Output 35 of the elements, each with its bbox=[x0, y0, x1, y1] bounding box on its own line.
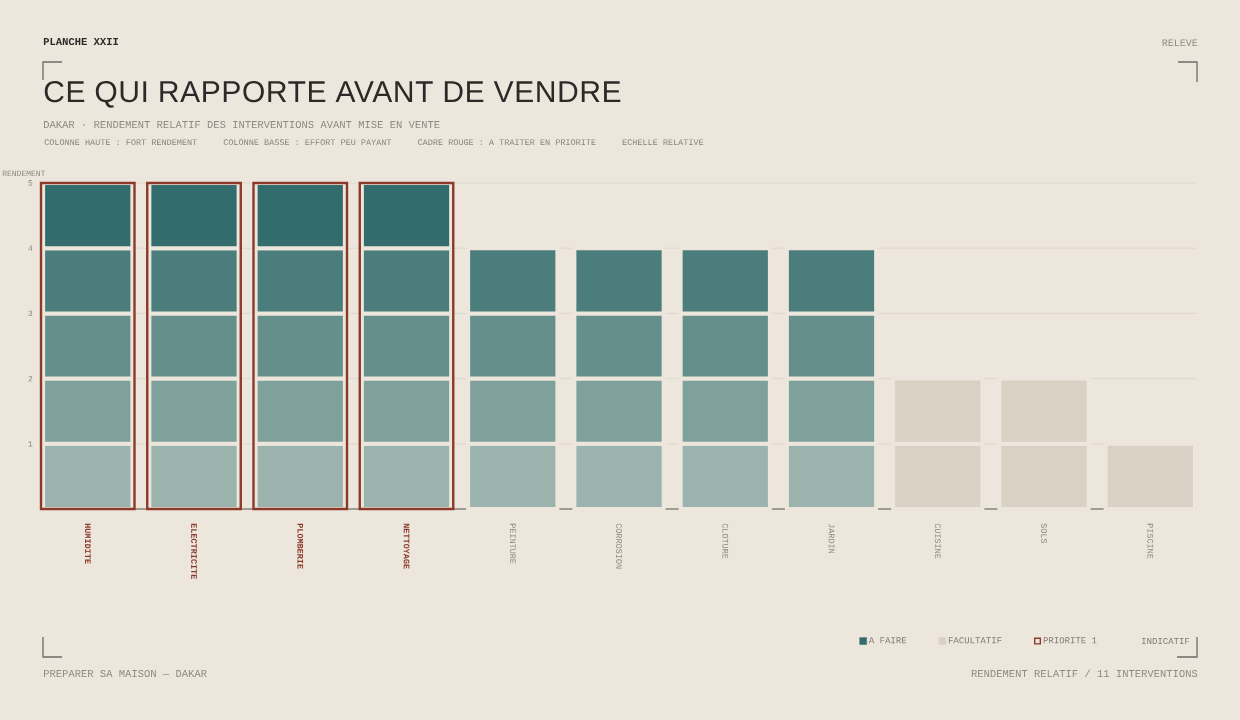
x-tick-label: HUMIDITE bbox=[84, 523, 91, 564]
legend-label: PRIORITE 1 bbox=[1043, 637, 1097, 644]
text: RENDEMENT RELATIF / 11 INTERVENTIONS bbox=[971, 669, 1198, 678]
text: CADRE ROUGE : A TRAITER EN PRIORITE bbox=[418, 139, 596, 146]
y-tick-label: 2 bbox=[28, 375, 33, 382]
x-tick-label: PLOMBERIE bbox=[297, 523, 304, 569]
legend-label: FACULTATIF bbox=[948, 637, 1002, 644]
text: INDICATIF bbox=[1142, 637, 1190, 645]
x-tick-label: PISCINE bbox=[1147, 523, 1154, 559]
y-tick-label: 3 bbox=[28, 310, 33, 317]
y-tick-label: 4 bbox=[28, 245, 33, 251]
y-axis-title: RENDEMENT bbox=[2, 170, 46, 176]
x-tick-label: NETTOYAGE bbox=[403, 523, 410, 569]
text: COLONNE HAUTE : FORT RENDEMENT bbox=[44, 139, 197, 146]
x-tick-label: SOLS bbox=[1041, 523, 1047, 544]
x-tick-label: CLOTURE bbox=[722, 523, 729, 559]
text: COLONNE BASSE : EFFORT PEU PAYANT bbox=[223, 139, 392, 146]
x-tick-label: CORROSION bbox=[616, 523, 622, 569]
bar bbox=[252, 181, 349, 511]
text: ECHELLE RELATIVE bbox=[622, 139, 704, 146]
y-tick-label: 1 bbox=[28, 441, 33, 447]
legend-label: A FAIRE bbox=[868, 637, 907, 644]
y-tick-label: 5 bbox=[28, 180, 33, 186]
bar bbox=[146, 181, 242, 511]
x-tick-label: PEINTURE bbox=[509, 523, 516, 564]
text: PLANCHE XXII bbox=[43, 37, 118, 46]
x-tick-label: ELECTRICITE bbox=[191, 523, 197, 579]
x-tick-label: CUISINE bbox=[934, 523, 941, 559]
chart-title: CE QUI RAPPORTE AVANT DE VENDRE bbox=[44, 81, 621, 108]
text: RELEVE bbox=[1162, 39, 1198, 46]
bar bbox=[39, 181, 136, 511]
chart-subtitle: DAKAR · RENDEMENT RELATIF DES INTERVENTIONS AVANT MISE EN VENTE bbox=[44, 120, 440, 129]
bar bbox=[358, 181, 455, 511]
text: PREPARER SA MAISON — DAKAR bbox=[44, 669, 207, 678]
x-tick-label: JARDIN bbox=[828, 523, 835, 554]
